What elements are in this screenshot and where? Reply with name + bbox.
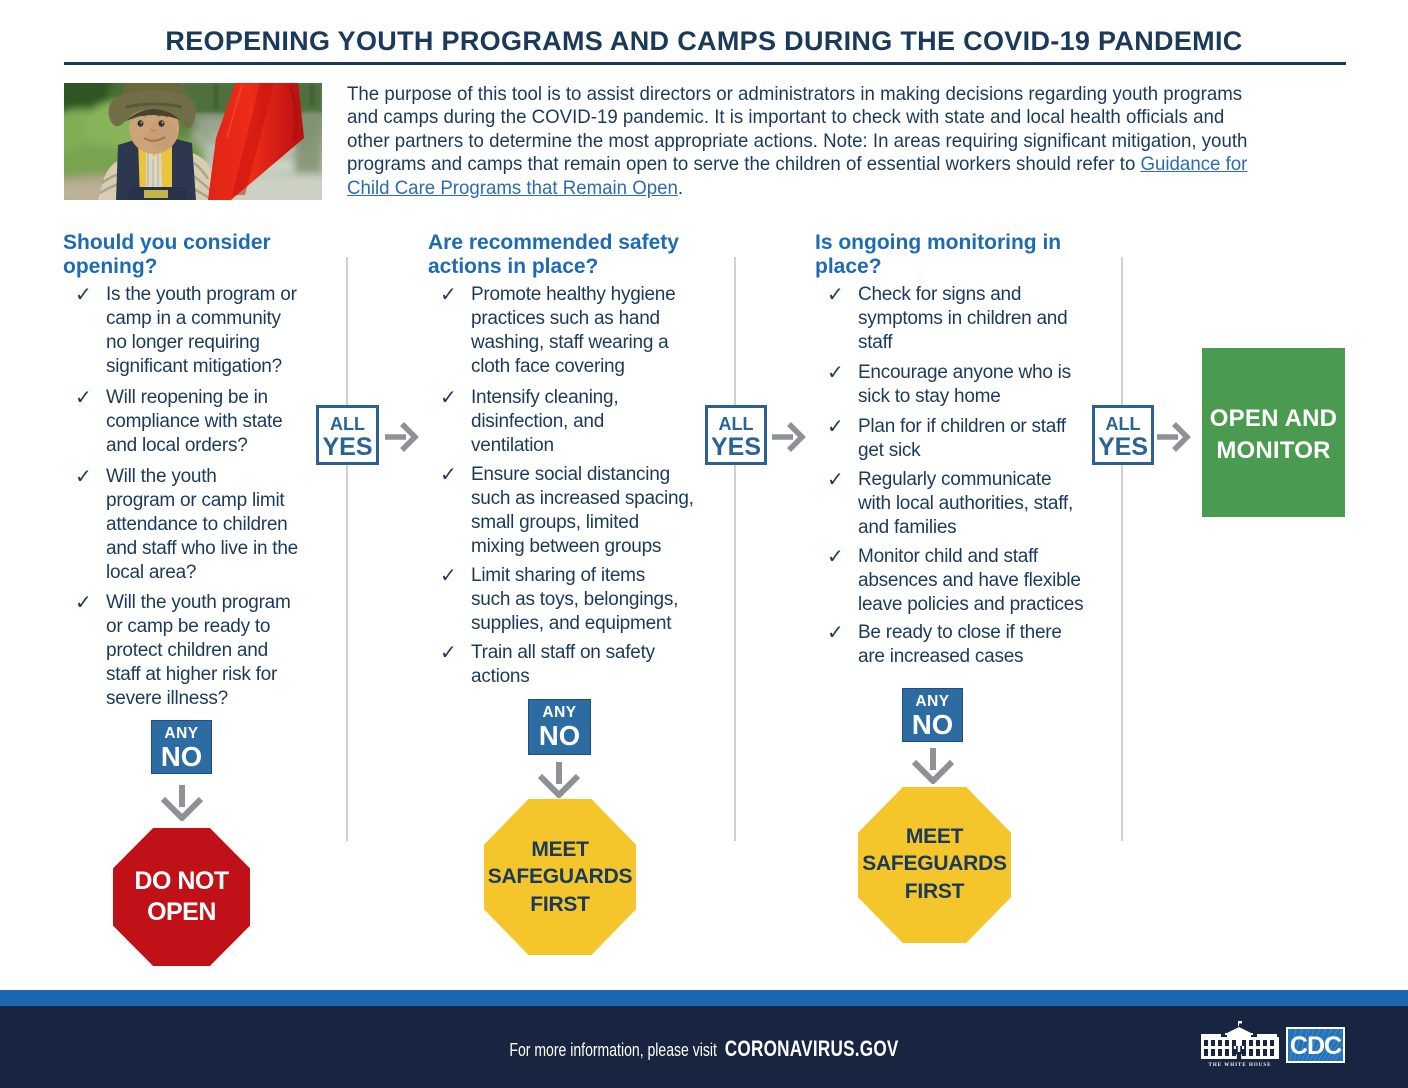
svg-text:THE WHITE HOUSE: THE WHITE HOUSE (1209, 1063, 1272, 1068)
svg-text:CDC: CDC (1290, 1032, 1342, 1060)
